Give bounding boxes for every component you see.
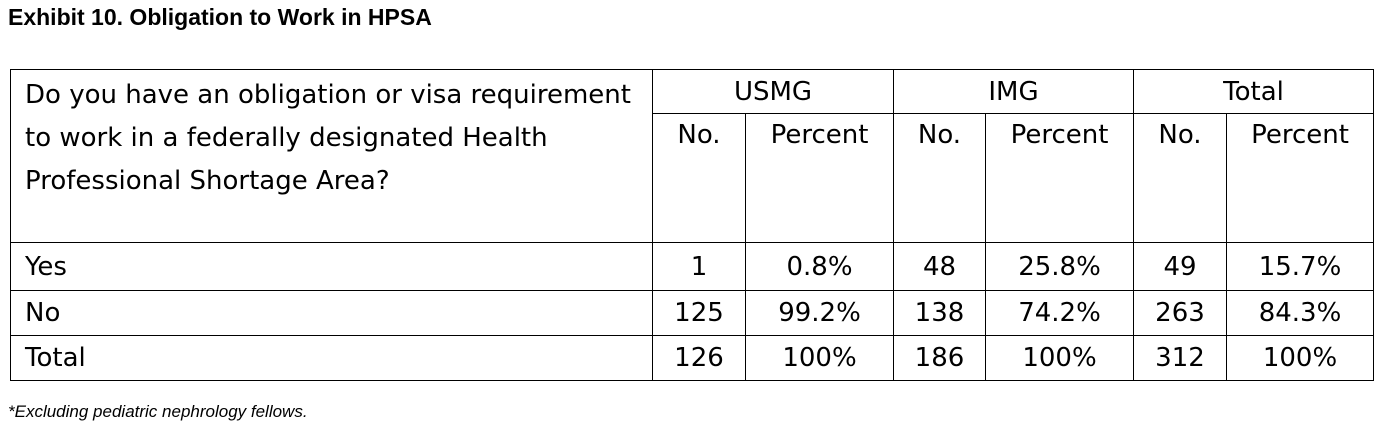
table-cell: 100%: [985, 335, 1134, 381]
table-cell: 312: [1133, 335, 1227, 381]
table-cell: 186: [893, 335, 986, 381]
header-row: Do you have an obligation or visa requir…: [10, 69, 1374, 243]
table-cell: 99.2%: [745, 290, 894, 336]
data-row: Total 126 100% 186 100% 312 100%: [10, 335, 1374, 381]
table-cell: 138: [893, 290, 986, 336]
group-header: IMG: [893, 69, 1134, 114]
table-cell: 100%: [745, 335, 894, 381]
table-cell: 0.8%: [745, 242, 894, 291]
column-header: Percent: [985, 113, 1134, 243]
column-header: No.: [652, 113, 746, 243]
table-cell: 49: [1133, 242, 1227, 291]
table-cell: 1: [652, 242, 746, 291]
column-header: Percent: [745, 113, 894, 243]
question-cell: Do you have an obligation or visa requir…: [10, 69, 653, 243]
group-header: Total: [1133, 69, 1374, 114]
group-header: USMG: [652, 69, 894, 114]
table-cell: 84.3%: [1226, 290, 1374, 336]
data-row: No 125 99.2% 138 74.2% 263 84.3%: [10, 290, 1374, 336]
data-row: Yes 1 0.8% 48 25.8% 49 15.7%: [10, 242, 1374, 291]
table-cell: 100%: [1226, 335, 1374, 381]
table-cell: 263: [1133, 290, 1227, 336]
column-header: Percent: [1226, 113, 1374, 243]
table-cell: 125: [652, 290, 746, 336]
table-cell: 48: [893, 242, 986, 291]
table-cell: 126: [652, 335, 746, 381]
data-table: Do you have an obligation or visa requir…: [10, 69, 1374, 381]
row-label: Total: [10, 335, 653, 381]
table-cell: 15.7%: [1226, 242, 1374, 291]
exhibit-title: Exhibit 10. Obligation to Work in HPSA: [8, 4, 432, 30]
row-label: No: [10, 290, 653, 336]
table-cell: 74.2%: [985, 290, 1134, 336]
footnote: *Excluding pediatric nephrology fellows.: [8, 402, 308, 421]
column-header: No.: [1133, 113, 1227, 243]
row-label: Yes: [10, 242, 653, 291]
column-header: No.: [893, 113, 986, 243]
table-cell: 25.8%: [985, 242, 1134, 291]
